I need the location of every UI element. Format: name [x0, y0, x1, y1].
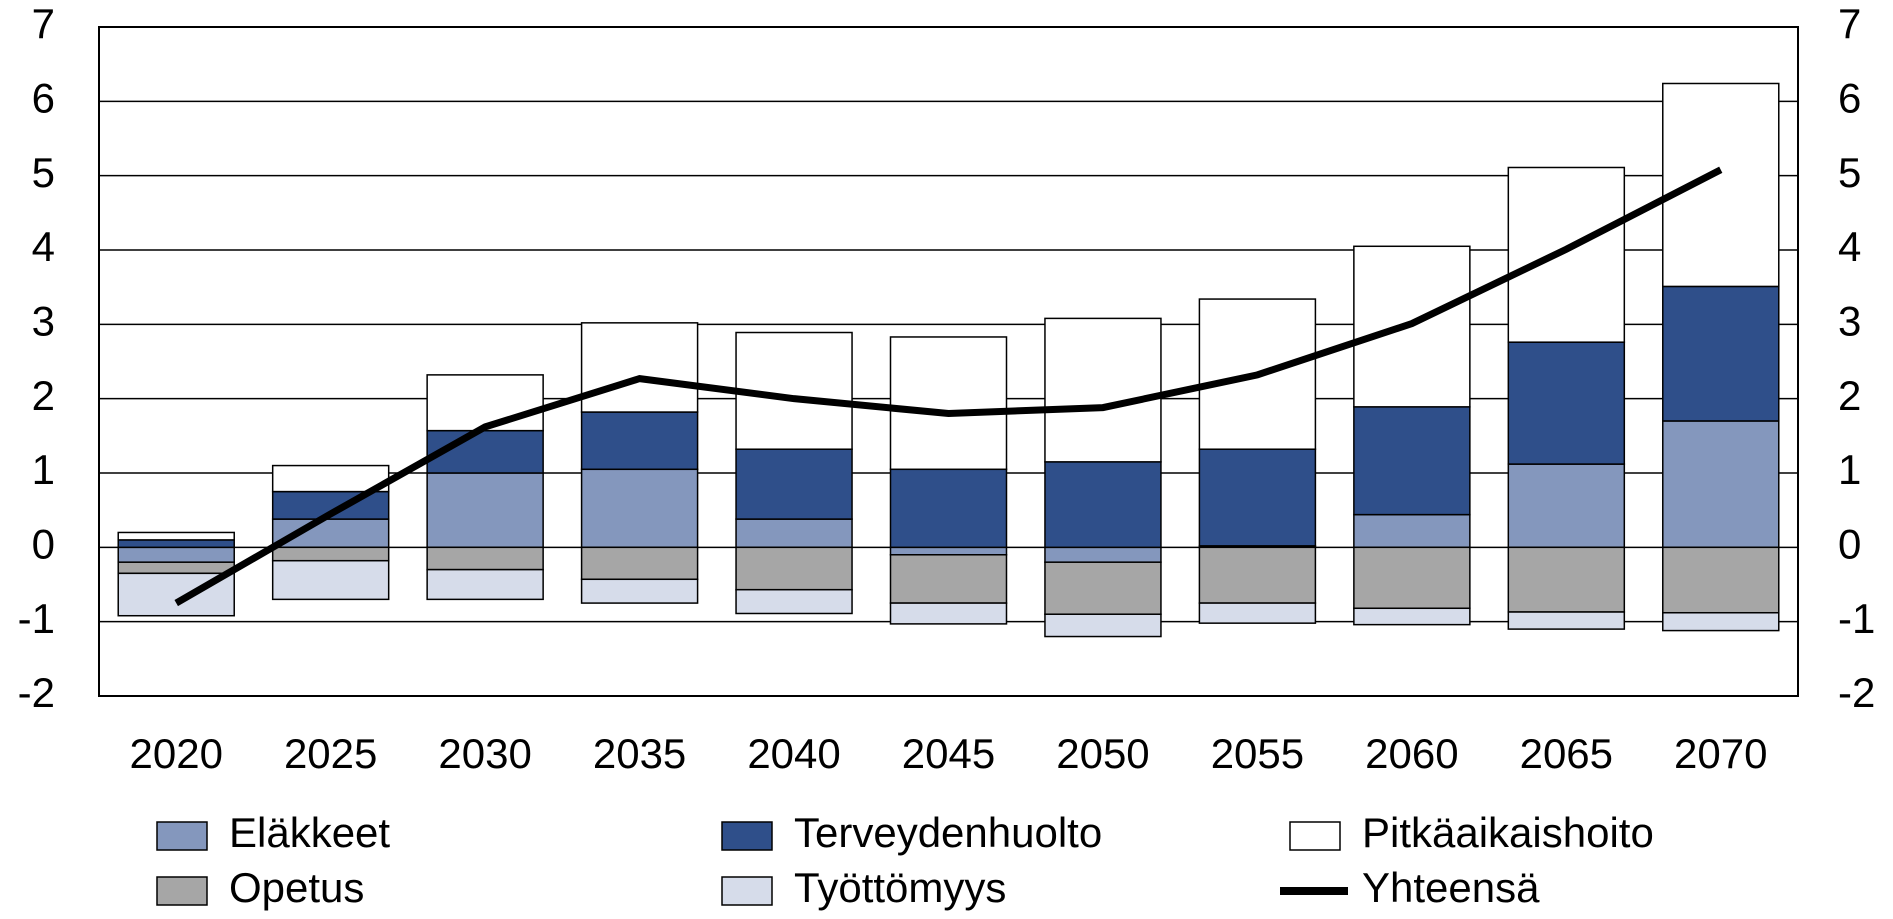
legend-label: Terveydenhuolto	[794, 809, 1102, 856]
bar-segment	[426, 472, 544, 549]
bar-segment	[1044, 461, 1162, 549]
bar-segment	[1353, 406, 1471, 516]
bar-segment	[580, 322, 699, 413]
y-tick-label: -2	[18, 669, 55, 716]
bar-segment	[889, 554, 1008, 604]
bar-segment	[1198, 546, 1317, 604]
x-tick-label: 2025	[284, 730, 377, 777]
bar-segment	[271, 464, 390, 493]
bar-segment	[426, 374, 544, 432]
bar-segment	[889, 546, 1008, 556]
y2-tick-label: 4	[1838, 223, 1861, 270]
bar-segment	[580, 578, 699, 604]
bar-segment	[1507, 463, 1626, 549]
x-tick-label: 2035	[593, 730, 686, 777]
y2-tick-label: -1	[1838, 595, 1875, 642]
bar-segment	[889, 336, 1008, 471]
y-tick-label: 5	[32, 149, 55, 196]
y2-tick-label: -2	[1838, 669, 1875, 716]
bar-segment	[735, 448, 853, 520]
bar-segment	[1198, 602, 1317, 624]
bar-segment	[271, 559, 390, 601]
y2-tick-label: 7	[1838, 0, 1861, 47]
bar-segment	[889, 468, 1008, 549]
x-tick-label: 2065	[1520, 730, 1613, 777]
y-tick-label: 4	[32, 223, 55, 270]
bar-segment	[1662, 82, 1780, 288]
bar-segment	[1507, 611, 1626, 630]
x-tick-label: 2060	[1365, 730, 1458, 777]
y2-tick-label: 2	[1838, 372, 1861, 419]
bar-segment	[580, 546, 699, 581]
bar-segment	[117, 561, 235, 575]
bar-segment	[1662, 285, 1780, 422]
x-tick-label: 2040	[747, 730, 840, 777]
bar-segment	[735, 546, 853, 591]
x-tick-label: 2030	[438, 730, 531, 777]
plot-frame	[98, 26, 1799, 697]
y-tick-label: 0	[32, 520, 55, 567]
bar-segment	[1507, 546, 1626, 613]
x-tick-label: 2055	[1211, 730, 1304, 777]
x-tick-label: 2045	[902, 730, 995, 777]
legend-label: Opetus	[229, 864, 364, 911]
y2-tick-label: 1	[1838, 446, 1861, 493]
y-tick-label: 2	[32, 372, 55, 419]
y2-tick-label: 6	[1838, 74, 1861, 121]
bar-segment	[117, 531, 235, 541]
x-tick-label: 2070	[1674, 730, 1767, 777]
bar-segment	[1044, 561, 1162, 615]
legend-swatch	[721, 821, 773, 851]
bar-segment	[426, 546, 544, 571]
bar-segment	[1507, 341, 1626, 465]
bar-segment	[735, 518, 853, 549]
bar-segment	[1353, 546, 1471, 610]
y-tick-label: 3	[32, 297, 55, 344]
bar-segment	[1662, 546, 1780, 614]
y2-tick-label: 5	[1838, 149, 1861, 196]
bar-segment	[1044, 613, 1162, 638]
y2-tick-label: 3	[1838, 297, 1861, 344]
legend-swatch	[721, 876, 773, 906]
legend-label: Eläkkeet	[229, 809, 390, 856]
y-tick-label: 1	[32, 446, 55, 493]
y-tick-label: 7	[32, 0, 55, 47]
legend-swatch	[1289, 821, 1341, 851]
bar-segment	[426, 568, 544, 601]
total-line	[174, 166, 1723, 607]
bar-segment	[1662, 611, 1780, 632]
bar-segment	[1044, 546, 1162, 563]
bar-segment	[1662, 420, 1780, 549]
bar-segment	[580, 468, 699, 549]
bar-segment	[271, 546, 390, 562]
bar-segment	[735, 588, 853, 615]
bar-segment	[1353, 607, 1471, 626]
y2-tick-label: 0	[1838, 520, 1861, 567]
legend-label: Yhteensä	[1362, 864, 1540, 911]
y-tick-label: 6	[32, 74, 55, 121]
legend-label: Pitkäaikaishoito	[1362, 809, 1654, 856]
bar-segment	[1353, 513, 1471, 549]
bar-segment	[117, 546, 235, 563]
bar-segment	[117, 539, 235, 549]
x-tick-label: 2020	[130, 730, 223, 777]
bar-segment	[1507, 166, 1626, 343]
legend-swatch	[156, 821, 208, 851]
x-tick-label: 2050	[1056, 730, 1149, 777]
legend-swatch	[156, 876, 208, 906]
bar-segment	[1198, 448, 1317, 547]
legend-label: Työttömyys	[794, 864, 1006, 911]
bar-segment	[580, 411, 699, 471]
bar-segment	[1044, 317, 1162, 463]
y-tick-label: -1	[18, 595, 55, 642]
bar-segment	[271, 518, 390, 549]
bar-segment	[889, 602, 1008, 625]
